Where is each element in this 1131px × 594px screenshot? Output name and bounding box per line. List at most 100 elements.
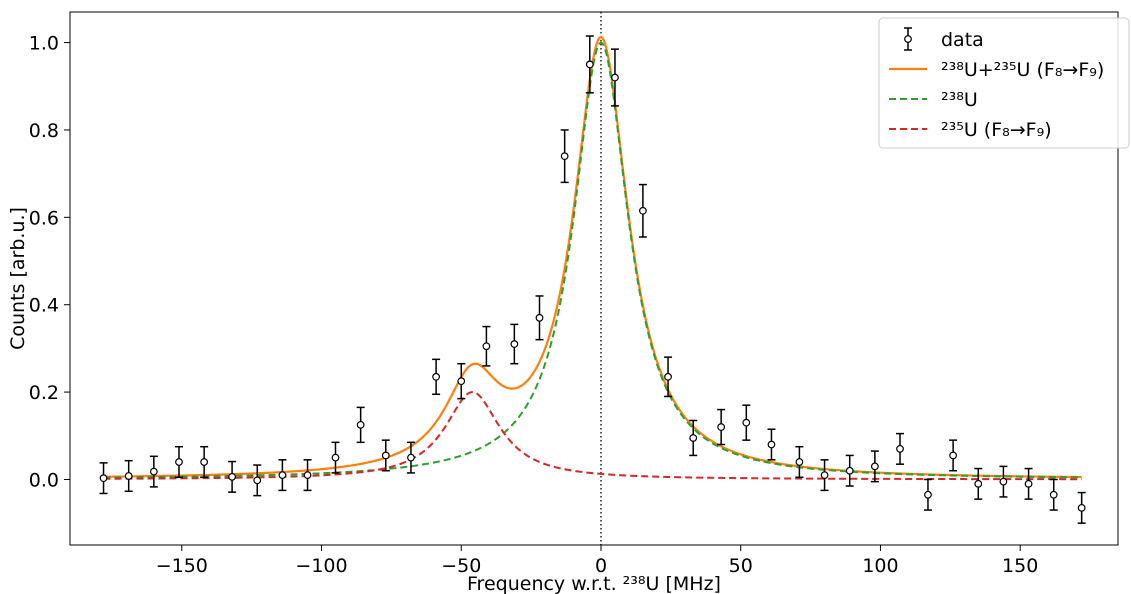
data-point bbox=[742, 404, 751, 441]
data-point bbox=[949, 439, 958, 472]
y-tick-label: 0.2 bbox=[29, 382, 59, 404]
data-marker bbox=[175, 458, 183, 466]
data-point bbox=[1024, 467, 1033, 500]
data-point bbox=[1077, 491, 1086, 524]
data-point bbox=[845, 454, 854, 487]
data-marker bbox=[742, 418, 751, 427]
data-marker bbox=[689, 434, 698, 442]
data-point bbox=[820, 459, 829, 492]
data-marker bbox=[432, 372, 441, 381]
data-point bbox=[870, 450, 879, 483]
data-marker bbox=[924, 490, 932, 499]
legend-box bbox=[878, 17, 1130, 149]
data-point bbox=[99, 462, 108, 495]
data-marker bbox=[278, 471, 287, 479]
data-point bbox=[149, 455, 158, 488]
data-point bbox=[278, 459, 287, 492]
y-axis-label: Counts [arb.u.] bbox=[7, 207, 29, 350]
data-point bbox=[717, 408, 726, 446]
data-point bbox=[174, 445, 183, 479]
data-marker bbox=[1024, 479, 1033, 488]
data-marker bbox=[510, 340, 519, 348]
data-marker bbox=[200, 458, 209, 466]
data-point bbox=[767, 428, 776, 461]
y-tick-label: 0.4 bbox=[29, 295, 59, 317]
data-marker bbox=[1049, 490, 1058, 499]
data-marker bbox=[331, 453, 340, 462]
data-point bbox=[124, 459, 133, 493]
y-tick-label: 0.6 bbox=[29, 207, 59, 229]
x-tick-label: −150 bbox=[156, 555, 208, 577]
data-point bbox=[560, 129, 569, 184]
x-tick-label: 50 bbox=[729, 555, 753, 577]
data-marker bbox=[535, 313, 544, 322]
data-point bbox=[303, 459, 312, 492]
y-tick-label: 1.0 bbox=[29, 33, 59, 55]
x-tick-label: 0 bbox=[595, 555, 607, 577]
x-tick-label: 150 bbox=[1002, 555, 1038, 577]
data-point bbox=[432, 358, 441, 396]
data-point bbox=[228, 460, 237, 493]
data-marker bbox=[820, 471, 829, 479]
data-point bbox=[381, 439, 390, 472]
data-marker bbox=[845, 466, 854, 475]
data-point bbox=[1049, 478, 1058, 511]
data-point bbox=[331, 441, 340, 474]
data-marker bbox=[639, 206, 647, 215]
data-marker bbox=[585, 60, 594, 69]
data-point bbox=[356, 406, 365, 444]
data-point bbox=[795, 445, 804, 479]
data-marker bbox=[149, 467, 158, 476]
y-tick-label: 0.8 bbox=[29, 120, 59, 142]
data-marker bbox=[974, 479, 983, 488]
data-point bbox=[896, 432, 905, 465]
data-point bbox=[999, 465, 1008, 498]
data-point bbox=[253, 464, 262, 497]
x-axis-label: Frequency w.r.t. ²³⁸U [MHz] bbox=[467, 573, 721, 594]
legend-handle-marker bbox=[904, 35, 912, 43]
data-marker bbox=[356, 420, 365, 429]
data-marker bbox=[767, 440, 776, 449]
legend-label-u235: ²³⁵U (F₈→F₉) bbox=[941, 119, 1052, 141]
data-marker bbox=[1077, 503, 1086, 512]
data-marker bbox=[949, 451, 958, 460]
data-marker bbox=[303, 471, 312, 479]
data-point bbox=[610, 48, 619, 107]
axis-ticks: −150 −100 −50 0 50 100 150 0.0 0.2 0.4 0.6 0.8 1.0 bbox=[29, 33, 1039, 577]
data-marker bbox=[253, 476, 262, 485]
curve-u235 bbox=[103, 391, 1082, 481]
data-point bbox=[974, 467, 983, 500]
data-marker bbox=[124, 472, 133, 480]
data-marker bbox=[457, 377, 466, 386]
data-point bbox=[664, 356, 673, 398]
data-marker bbox=[482, 342, 491, 351]
y-tick-label: 0.0 bbox=[29, 469, 59, 491]
data-point bbox=[406, 441, 415, 474]
data-marker bbox=[896, 444, 904, 453]
data-point bbox=[923, 478, 932, 511]
data-marker bbox=[99, 474, 108, 483]
x-tick-label: −50 bbox=[441, 555, 481, 577]
x-tick-label: −100 bbox=[295, 555, 347, 577]
legend-label-sum: ²³⁸U+²³⁵U (F₈→F₉) bbox=[941, 59, 1104, 81]
legend: data ²³⁸U+²³⁵U (F₈→F₉) ²³⁸U ²³⁵U (F₈→F₉) bbox=[878, 17, 1130, 149]
data-marker bbox=[870, 462, 879, 471]
data-marker bbox=[560, 152, 569, 161]
data-marker bbox=[717, 423, 726, 431]
data-marker bbox=[795, 458, 804, 466]
curve-u238 bbox=[103, 41, 1082, 479]
data-marker bbox=[999, 477, 1008, 486]
data-point bbox=[638, 183, 647, 238]
legend-label-u238: ²³⁸U bbox=[941, 89, 978, 111]
data-marker bbox=[381, 451, 390, 460]
data-marker bbox=[664, 372, 672, 381]
data-point bbox=[535, 295, 544, 341]
x-tick-label: 100 bbox=[862, 555, 898, 577]
plot-frame bbox=[69, 11, 1119, 546]
data-marker bbox=[228, 472, 236, 481]
data-point bbox=[510, 323, 519, 365]
data-marker bbox=[611, 73, 619, 82]
data-point bbox=[200, 445, 209, 479]
data-marker bbox=[407, 453, 415, 462]
